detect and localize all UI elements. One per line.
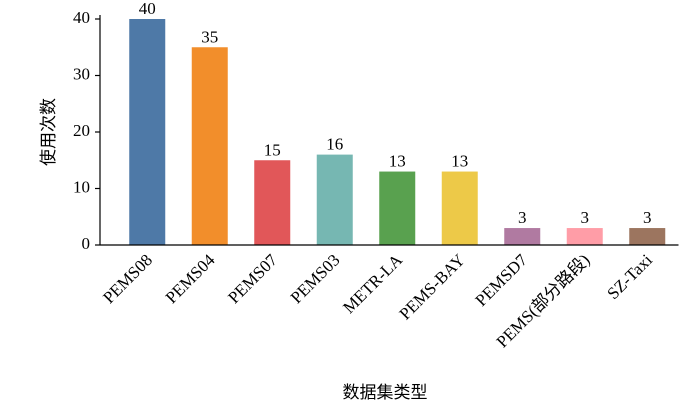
data-label: 16 (326, 135, 343, 154)
x-tick-label: PEMS03 (287, 250, 344, 307)
bar (379, 171, 416, 245)
bar (316, 154, 353, 245)
data-label: 3 (581, 208, 590, 227)
y-tick-label: 0 (82, 234, 91, 253)
bar (441, 171, 478, 245)
data-label: 35 (201, 27, 218, 46)
y-tick-label: 20 (73, 121, 90, 140)
y-tick-label: 40 (73, 8, 90, 27)
x-axis-label: 数据集类型 (343, 383, 428, 402)
x-tick-label: PEMS-BAY (395, 250, 468, 323)
bar (504, 228, 541, 245)
x-tick-label: PEMS07 (224, 250, 281, 307)
bar (629, 228, 666, 245)
y-axis-label: 使用次数 (38, 98, 58, 166)
bar (566, 228, 603, 245)
y-tick-label: 10 (73, 177, 90, 196)
data-label: 13 (451, 152, 468, 171)
data-label: 13 (389, 152, 406, 171)
bar (191, 47, 228, 245)
data-label: 3 (518, 208, 527, 227)
data-label: 3 (643, 208, 652, 227)
data-label: 15 (264, 140, 281, 159)
x-tick-label: PEMS08 (99, 250, 156, 307)
x-tick-label: METR-LA (339, 250, 406, 317)
bar (254, 160, 291, 245)
x-tick-label: PEMS04 (162, 250, 219, 307)
bar (129, 19, 166, 245)
x-tick-label: PEMSD7 (472, 250, 532, 310)
y-tick-label: 30 (73, 64, 90, 83)
x-tick-label: SZ-Taxi (603, 250, 656, 303)
data-label: 40 (139, 0, 156, 18)
